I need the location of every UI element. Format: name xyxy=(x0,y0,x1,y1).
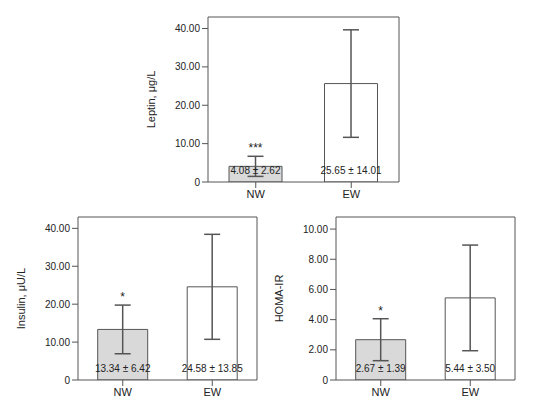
svg-text:10.00: 10.00 xyxy=(303,224,328,235)
svg-text:***: *** xyxy=(249,141,263,155)
svg-text:0: 0 xyxy=(64,375,70,386)
svg-text:8.00: 8.00 xyxy=(309,254,329,265)
svg-text:4.00: 4.00 xyxy=(309,314,329,325)
svg-text:EW: EW xyxy=(342,188,360,200)
svg-text:0: 0 xyxy=(322,375,328,386)
svg-text:24.58 ± 13.85: 24.58 ± 13.85 xyxy=(182,363,244,374)
svg-text:5.44 ± 3.50: 5.44 ± 3.50 xyxy=(445,363,495,374)
svg-text:30.00: 30.00 xyxy=(45,261,70,272)
svg-text:EW: EW xyxy=(461,386,479,398)
svg-text:Leptin, μg/L: Leptin, μg/L xyxy=(145,71,157,129)
svg-text:2.00: 2.00 xyxy=(309,344,329,355)
svg-text:20.00: 20.00 xyxy=(175,100,200,111)
svg-text:*: * xyxy=(378,304,383,318)
svg-text:NW: NW xyxy=(372,386,391,398)
svg-text:20.00: 20.00 xyxy=(45,299,70,310)
svg-text:0: 0 xyxy=(194,177,200,188)
svg-text:13.34 ± 6.42: 13.34 ± 6.42 xyxy=(95,363,151,374)
svg-text:10.00: 10.00 xyxy=(175,138,200,149)
svg-text:Insulin, μU/L: Insulin, μU/L xyxy=(15,268,27,329)
svg-text:2.67 ± 1.39: 2.67 ± 1.39 xyxy=(356,363,406,374)
svg-text:4.08 ± 2.62: 4.08 ± 2.62 xyxy=(231,165,281,176)
svg-text:40.00: 40.00 xyxy=(175,23,200,34)
svg-text:NW: NW xyxy=(247,188,266,200)
svg-text:10.00: 10.00 xyxy=(45,337,70,348)
svg-text:25.65 ± 14.01: 25.65 ± 14.01 xyxy=(320,165,382,176)
svg-text:HOMA-IR: HOMA-IR xyxy=(273,275,285,323)
svg-text:*: * xyxy=(120,290,125,304)
svg-text:NW: NW xyxy=(114,386,133,398)
svg-text:6.00: 6.00 xyxy=(309,284,329,295)
svg-text:EW: EW xyxy=(203,386,221,398)
svg-text:30.00: 30.00 xyxy=(175,61,200,72)
svg-text:40.00: 40.00 xyxy=(45,223,70,234)
